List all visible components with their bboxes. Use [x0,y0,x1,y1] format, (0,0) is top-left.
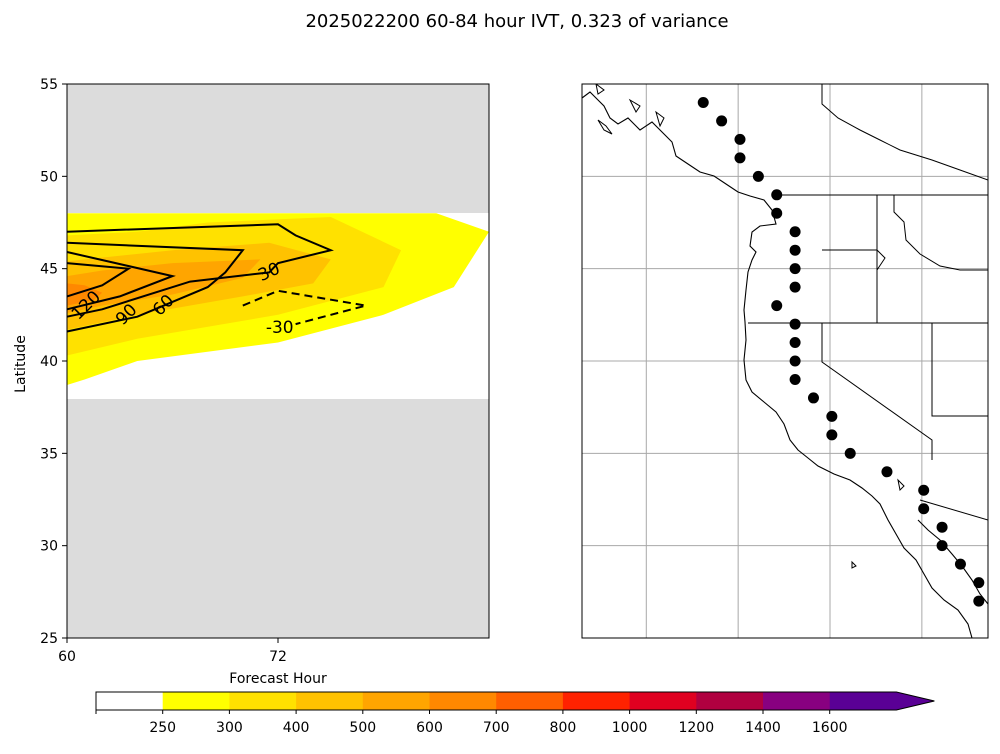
colorbar-segment [629,692,697,710]
colorbar-segment [696,692,764,710]
map-gridlines [582,84,988,638]
x-tick-label: 72 [269,649,287,665]
contour-line--30 [242,289,367,326]
y-tick-label: 35 [40,446,58,462]
islands [595,84,905,569]
colorbar-tick-label: 1200 [678,720,714,736]
station-point [918,484,930,496]
contour-line-120 [66,262,132,298]
colorbar-segment [562,692,631,710]
colorbar-segment [162,692,230,710]
colorbar-extend-arrow [896,692,935,710]
fill-level-600 [67,283,103,306]
station-points [697,96,1000,644]
y-tick-label: 55 [40,77,58,93]
station-point [881,466,893,478]
colorbar-segment [229,692,297,710]
station-point [734,133,746,145]
coastline [582,91,973,638]
station-point [789,226,801,238]
map-frame [581,83,989,639]
station-point [992,614,1000,625]
colorbar-tick-label: 800 [550,720,577,736]
station-point [954,558,966,570]
colorbar-segment [296,692,364,710]
colorbar-segment [362,692,431,710]
station-point [697,96,709,108]
station-point [826,410,838,422]
x-axis-label: Forecast Hour [229,671,327,687]
y-tick-label: 50 [40,169,58,185]
y-axis-label: Latitude [13,335,29,393]
station-point [789,355,801,367]
station-point [771,207,783,219]
state-borders [748,84,988,521]
station-point [752,170,764,182]
station-point [789,337,801,349]
station-point [789,244,801,256]
station-point [789,373,801,385]
colorbar-tick-label: 500 [349,720,376,736]
colorbar-tick-label: 1000 [612,720,648,736]
station-point [992,633,1000,644]
station-point [789,318,801,330]
y-tick-label: 40 [40,354,58,370]
colorbar-segment [496,692,564,710]
station-point [734,152,746,164]
station-point [844,447,856,459]
station-point [918,503,930,515]
colorbar-tick-label: 250 [149,720,176,736]
contour-line-90 [66,251,176,311]
y-tick-label: 30 [40,539,58,555]
x-axis-ticks: 60 72 [58,638,287,665]
x-tick-label: 60 [58,649,76,665]
figure-title: 2025022200 60-84 hour IVT, 0.323 of vari… [305,11,728,32]
station-point [771,300,783,312]
map-panel [581,83,1000,644]
station-point [973,595,985,607]
colorbar-tick-label: 700 [483,720,510,736]
y-axis-ticks: 25 30 35 40 45 50 55 [40,77,67,647]
station-point [973,577,985,589]
contour-line-30 [66,223,334,318]
colorbar-tick-label: 600 [416,720,443,736]
colorbar-tick-label: 300 [216,720,243,736]
station-point [771,189,783,201]
y-tick-label: 25 [40,631,58,647]
contour-line-60 [66,241,245,333]
colorbar-tick-label: 1600 [812,720,848,736]
station-point [716,115,728,127]
station-point [789,281,801,293]
filled-contours [67,213,489,385]
colorbar: 250 300 400 500 600 700 800 1000 1200 1400 1600 [95,691,935,736]
contour-lines [66,223,367,333]
colorbar-segment [429,692,497,710]
y-tick-label: 45 [40,262,58,278]
station-point [789,263,801,275]
colorbar-segment [96,692,164,710]
colorbar-tick-label: 400 [283,720,310,736]
colorbar-segment [829,692,897,710]
contour-label: -30 [266,318,294,338]
fill-level-500 [67,259,261,313]
colorbar-tick-label: 1400 [745,720,781,736]
station-point [936,521,948,533]
station-point [826,429,838,441]
station-point [936,540,948,552]
station-point [807,392,819,404]
colorbar-outline [95,691,935,711]
colorbar-segment [763,692,831,710]
